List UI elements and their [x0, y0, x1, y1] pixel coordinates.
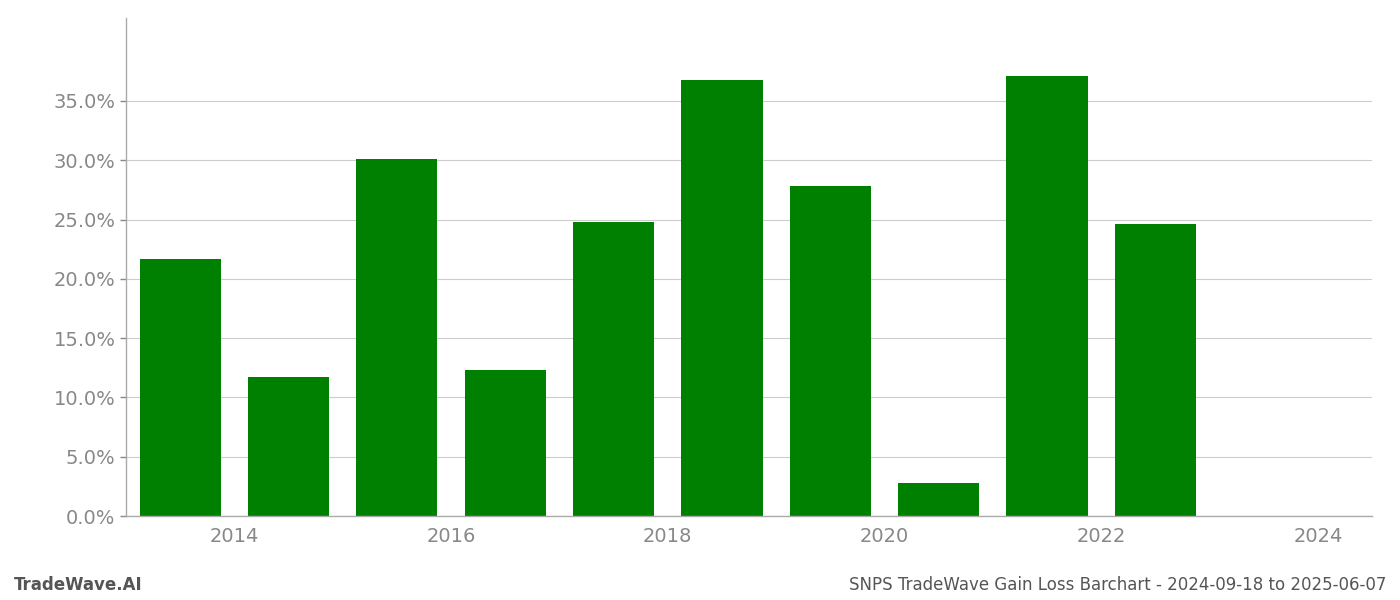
Bar [1114, 224, 1196, 516]
Bar [790, 187, 871, 516]
Bar [1007, 76, 1088, 516]
Bar [465, 370, 546, 516]
Bar [682, 80, 763, 516]
Text: SNPS TradeWave Gain Loss Barchart - 2024-09-18 to 2025-06-07: SNPS TradeWave Gain Loss Barchart - 2024… [848, 576, 1386, 594]
Bar [897, 483, 979, 516]
Bar [573, 222, 654, 516]
Text: TradeWave.AI: TradeWave.AI [14, 576, 143, 594]
Bar [248, 377, 329, 516]
Bar [356, 159, 437, 516]
Bar [140, 259, 221, 516]
